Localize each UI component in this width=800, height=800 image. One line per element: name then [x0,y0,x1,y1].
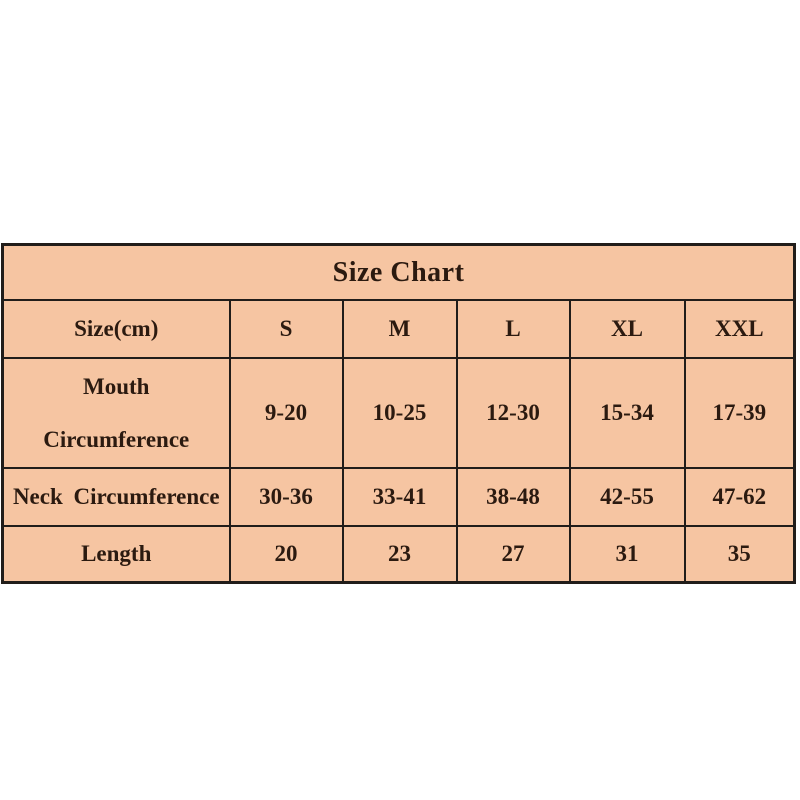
header-cell-xl: XL [568,299,686,359]
title-row: Size Chart [1,243,796,301]
cell-length-xxl: 35 [683,525,796,584]
header-cell-m: M [341,299,458,359]
header-cell-s: S [228,299,344,359]
size-chart-title: Size Chart [1,243,796,301]
cell-length-s: 20 [228,525,344,584]
header-cell-xxl: XXL [683,299,796,359]
table-row-neck-circumference: Neck Circumference 30-36 33-41 38-48 42-… [1,467,796,527]
cell-length-l: 27 [455,525,571,584]
mouth-label-line1: Mouth [83,374,150,399]
cell-mouth-xl: 15-34 [568,357,686,469]
header-row: Size(cm) S M L XL XXL [1,299,796,359]
header-cell-l: L [455,299,571,359]
cell-mouth-xxl: 17-39 [683,357,796,469]
mouth-label-line2: Circumference [43,427,190,452]
cell-neck-l: 38-48 [455,467,571,527]
cell-mouth-s: 9-20 [228,357,344,469]
size-chart-table: Size Chart Size(cm) S M L XL XXL Mouth C… [1,243,797,584]
cell-length-xl: 31 [568,525,686,584]
table-row-mouth-circumference: Mouth Circumference 9-20 10-25 12-30 15-… [1,357,796,469]
cell-neck-xxl: 47-62 [683,467,796,527]
row-label-length: Length [1,525,231,584]
header-cell-size-cm: Size(cm) [1,299,231,359]
cell-neck-xl: 42-55 [568,467,686,527]
cell-neck-s: 30-36 [228,467,344,527]
table-row-length: Length 20 23 27 31 35 [1,525,796,584]
row-label-mouth-circumference: Mouth Circumference [1,357,231,469]
size-chart-table-container: Size Chart Size(cm) S M L XL XXL Mouth C… [1,243,797,584]
cell-mouth-l: 12-30 [455,357,571,469]
row-label-neck-circumference: Neck Circumference [1,467,231,527]
cell-mouth-m: 10-25 [341,357,458,469]
cell-length-m: 23 [341,525,458,584]
cell-neck-m: 33-41 [341,467,458,527]
